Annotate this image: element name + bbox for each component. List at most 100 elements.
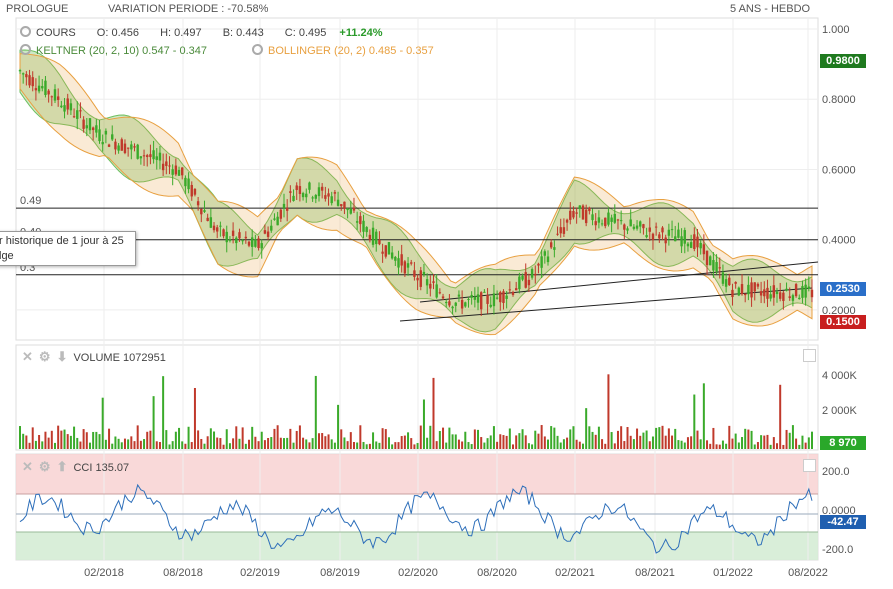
volume-bar bbox=[782, 444, 785, 449]
candle-body bbox=[209, 217, 213, 228]
candle-body bbox=[60, 105, 63, 108]
candle-body bbox=[365, 227, 368, 233]
volume-bar bbox=[575, 439, 578, 449]
candle-body bbox=[543, 251, 547, 256]
cci-oversold-zone bbox=[16, 532, 818, 560]
candle-body bbox=[556, 233, 559, 235]
candle-body bbox=[454, 302, 457, 306]
candle-body bbox=[238, 232, 241, 239]
volume-bar bbox=[550, 426, 553, 449]
volume-bar bbox=[645, 430, 648, 449]
volume-bar bbox=[254, 436, 257, 449]
change-value: +11.24% bbox=[339, 27, 383, 39]
candle-body bbox=[177, 169, 181, 176]
volume-value: 1072951 bbox=[123, 352, 166, 364]
volume-bar bbox=[333, 442, 336, 449]
candle-body bbox=[553, 247, 556, 250]
volume-bar bbox=[776, 443, 779, 449]
volume-bar bbox=[286, 437, 289, 449]
candle-body bbox=[130, 144, 133, 150]
candle-body bbox=[276, 216, 279, 226]
candle-body bbox=[165, 161, 168, 167]
candle-body bbox=[123, 143, 127, 154]
volume-bar bbox=[298, 425, 301, 449]
candle-body bbox=[400, 254, 403, 266]
candle-body bbox=[623, 224, 626, 230]
candle-body bbox=[604, 217, 607, 227]
volume-bar bbox=[88, 442, 91, 449]
volume-bar bbox=[343, 437, 346, 449]
period-selector[interactable]: 5 ANS - HEBDO bbox=[730, 3, 811, 15]
candle-body bbox=[260, 243, 263, 249]
tooltip-line-1: r historique de 1 jour à 25 bbox=[0, 235, 124, 247]
volume-bar bbox=[562, 439, 565, 449]
candle-body bbox=[88, 118, 92, 131]
candle-body bbox=[254, 239, 257, 247]
gear-icon[interactable]: ⚙ bbox=[38, 459, 51, 474]
arrow-down-icon[interactable]: ⬇ bbox=[56, 349, 68, 364]
candle-body bbox=[231, 230, 235, 236]
maximize-icon[interactable] bbox=[803, 349, 816, 362]
volume-bar bbox=[721, 440, 724, 449]
volume-bar bbox=[28, 442, 31, 449]
volume-bar bbox=[232, 438, 235, 449]
volume-bar bbox=[38, 435, 41, 449]
candle-body bbox=[139, 156, 143, 159]
volume-bar bbox=[492, 426, 495, 449]
candle-body bbox=[731, 289, 734, 298]
candle-body bbox=[371, 227, 375, 245]
candle-body bbox=[661, 227, 664, 233]
volume-bar bbox=[387, 437, 390, 449]
candle-body bbox=[50, 96, 54, 98]
gear-icon[interactable]: ⚙ bbox=[38, 349, 51, 364]
candle-body bbox=[724, 279, 728, 287]
candle-body bbox=[505, 295, 508, 299]
candle-body bbox=[511, 291, 515, 295]
x-tick-label: 08/2018 bbox=[163, 567, 203, 579]
volume-bar bbox=[139, 440, 142, 449]
volume-bar bbox=[756, 442, 759, 449]
volume-bar bbox=[429, 425, 432, 449]
candle-body bbox=[126, 147, 130, 149]
volume-bar bbox=[384, 429, 387, 449]
candle-body bbox=[270, 225, 273, 231]
volume-bar bbox=[811, 431, 813, 449]
arrow-up-icon[interactable]: ⬆ bbox=[56, 459, 68, 474]
candle-body bbox=[613, 213, 616, 223]
volume-bar bbox=[601, 439, 604, 449]
x-tick-label: 01/2022 bbox=[713, 567, 753, 579]
candle-body bbox=[41, 86, 44, 89]
candle-body bbox=[502, 291, 505, 303]
close-icon[interactable]: ✕ bbox=[22, 349, 33, 364]
volume-tick-label: 2 000K bbox=[822, 405, 858, 417]
candle-body bbox=[355, 221, 359, 223]
candle-body bbox=[324, 195, 327, 199]
legend-bollinger: BOLLINGER (20, 2) 0.485 - 0.357 bbox=[252, 44, 434, 58]
candle-body bbox=[317, 187, 321, 197]
candle-body bbox=[759, 291, 763, 296]
open-value: O: 0.456 bbox=[96, 27, 139, 39]
candle-body bbox=[616, 219, 620, 221]
tag-cci: -42.47 bbox=[820, 515, 866, 529]
candle-body bbox=[756, 283, 760, 287]
candle-body bbox=[518, 276, 521, 290]
volume-bar bbox=[489, 435, 492, 449]
gear-icon[interactable] bbox=[20, 44, 31, 55]
gear-icon[interactable] bbox=[252, 44, 263, 55]
candle-body bbox=[308, 182, 311, 190]
candle-body bbox=[21, 73, 25, 75]
candle-body bbox=[610, 217, 613, 222]
volume-bar bbox=[219, 438, 222, 449]
candle-body bbox=[282, 203, 286, 209]
candle-body bbox=[782, 292, 785, 301]
candle-body bbox=[91, 127, 95, 131]
volume-bar bbox=[295, 430, 298, 449]
volume-bar bbox=[317, 433, 320, 449]
maximize-icon[interactable] bbox=[803, 459, 816, 472]
candle-body bbox=[171, 169, 174, 175]
gear-icon[interactable] bbox=[20, 26, 31, 37]
candle-body bbox=[82, 119, 85, 129]
close-icon[interactable]: ✕ bbox=[22, 459, 33, 474]
candle-body bbox=[680, 236, 683, 247]
